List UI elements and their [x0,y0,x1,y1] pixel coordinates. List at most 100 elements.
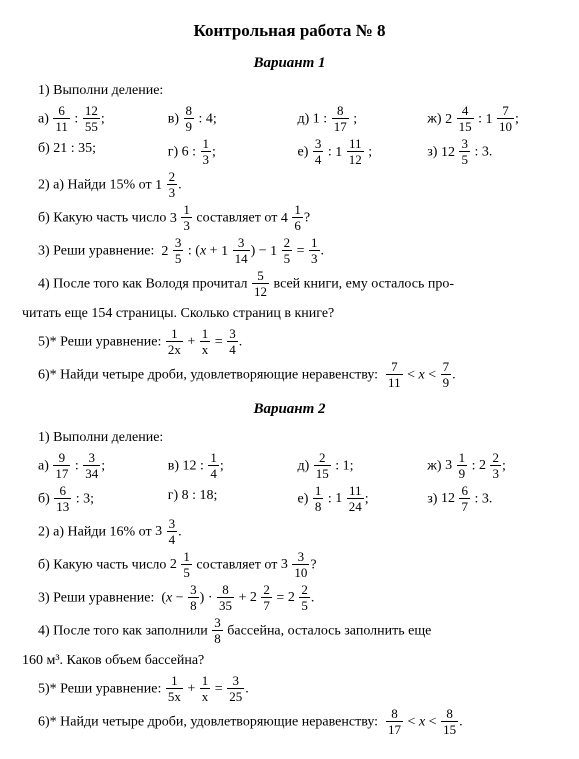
frac-1-x: 1x [200,327,211,356]
v1-q3: 3) Реши уравнение: 2 35 : (x + 1 314) − … [22,237,557,266]
v2-q4: 4) После того как заполнили 38 бассейна,… [22,617,557,646]
frac-1-6: 16 [292,203,303,232]
text: : 3; [76,491,94,506]
frac-6-11: 611 [53,104,70,133]
frac-1-9: 19 [457,451,468,480]
frac-2-3b: 23 [490,451,501,480]
label-a: а) [38,112,49,127]
label-e: е) [298,145,309,160]
frac-3-5b: 35 [173,236,184,265]
v1-q4c: читать еще 154 страницы. Сколько страниц… [22,303,557,324]
label-e: е) [298,491,309,506]
v1-row1: а) 611 : 1255; в) 89 : 4; д) 1 : 817 ; ж… [22,105,557,134]
v1-zh: ж) 2 415 : 1 710; [427,105,557,134]
frac-3-25: 325 [227,674,244,703]
v2-g: г) 8 : 18; [168,485,298,514]
v1-d: д) 1 : 817 ; [298,105,428,134]
v2-q3: 3) Реши уравнение: (x − 38) · 835 + 2 27… [22,584,557,613]
v1-a: а) 611 : 1255; [38,105,168,134]
frac-1-2x: 12x [166,327,183,356]
frac-7-9: 79 [441,360,452,389]
label-v: в) [168,458,179,473]
v2-zh: ж) 3 19 : 2 23; [427,452,557,481]
frac-12-55: 1255 [83,104,100,133]
frac-1-3c: 13 [309,236,320,265]
frac-4-15: 415 [457,104,474,133]
label-g: г) [168,145,178,160]
frac-11-24: 1124 [347,484,364,513]
label-d: д) [298,112,310,127]
frac-3-14: 314 [233,236,250,265]
frac-3-4c: 34 [167,517,178,546]
v1-row2: б) 21 : 35; г) 6 : 13; е) 34 : 1 1112 ; … [22,138,557,167]
v2-e: е) 18 : 1 1124; [298,485,428,514]
label-g: г) [168,488,178,503]
frac-6-7: 67 [459,484,470,513]
text: 5)* Реши уравнение: [38,681,161,696]
text: 12 : [183,458,204,473]
frac-2-5b: 25 [299,583,310,612]
v1-q4: 4) После того как Володя прочитал 512 вс… [22,270,557,299]
v1-q2a: 2) а) Найди 15% от 1 23. [22,171,557,200]
variant-1-heading: Вариант 1 [22,52,557,75]
frac-8-9: 89 [184,104,195,133]
text: 4) После того как заполнили [38,623,208,638]
text: 4) После того как Володя прочитал [38,277,248,292]
v2-b: б) 613 : 3; [38,485,168,514]
text: 1 : [313,112,327,127]
label-zh: ж) [427,112,441,127]
text: 21 : 35; [53,141,96,156]
text: составляет от [196,211,277,226]
v2-a: а) 917 : 334; [38,452,168,481]
text: 6)* Найди четыре дроби, удовлетворяющие … [38,714,378,729]
text: б) Какую часть число [38,211,166,226]
text: 3) Реши уравнение: [38,244,154,259]
text: 5)* Реши уравнение: [38,335,161,350]
frac-1-8: 18 [313,484,324,513]
frac-3-4: 34 [313,137,324,166]
text: : 1; [335,458,353,473]
v1-q5: 5)* Реши уравнение: 12x + 1x = 34. [22,328,557,357]
v2-q5: 5)* Реши уравнение: 15x + 1x = 325. [22,675,557,704]
v1-q6: 6)* Найди четыре дроби, удовлетворяющие … [22,361,557,390]
v1-q2b: б) Какую часть число 3 13 составляет от … [22,204,557,233]
text: 3) Реши уравнение: [38,590,154,605]
text: 8 : 18; [182,488,218,503]
v1-g: г) 6 : 13; [168,138,298,167]
v2-q2b: б) Какую часть число 2 15 составляет от … [22,551,557,580]
text: : 4; [199,112,217,127]
frac-8-35: 835 [217,583,234,612]
label-v: в) [168,112,179,127]
label-z: з) [427,491,437,506]
frac-2-15: 215 [314,451,331,480]
frac-1-5: 15 [181,550,192,579]
text: всей книги, ему осталось про- [274,277,455,292]
v1-v: в) 89 : 4; [168,105,298,134]
label-b: б) [38,141,50,156]
text: б) Какую часть число [38,557,166,572]
frac-11-12: 1112 [347,137,364,166]
frac-6-13: 613 [54,484,71,513]
frac-1-3b: 13 [181,203,192,232]
frac-2-5: 25 [282,236,293,265]
v2-d: д) 215 : 1; [298,452,428,481]
v2-z: з) 12 67 : 3. [427,485,557,514]
v1-z: з) 12 35 : 3. [427,138,557,167]
v2-row2: б) 613 : 3; г) 8 : 18; е) 18 : 1 1124; з… [22,485,557,514]
label-d: д) [298,458,310,473]
page-title: Контрольная работа № 8 [22,18,557,44]
frac-2-3: 23 [167,170,178,199]
frac-2-7: 27 [261,583,272,612]
frac-8-15: 815 [441,707,458,736]
frac-7-10: 710 [497,104,514,133]
text: 6)* Найди четыре дроби, удовлетворяющие … [38,368,378,383]
v2-v: в) 12 : 14; [168,452,298,481]
frac-1-3: 13 [201,137,212,166]
frac-3-34: 334 [83,451,100,480]
text: составляет от [196,557,277,572]
frac-1-xb: 1x [200,674,211,703]
frac-3-8b: 38 [212,616,223,645]
v1-b: б) 21 : 35; [38,138,168,167]
text: 2) а) Найди 16% от [38,524,152,539]
v2-row1: а) 917 : 334; в) 12 : 14; д) 215 : 1; ж)… [22,452,557,481]
